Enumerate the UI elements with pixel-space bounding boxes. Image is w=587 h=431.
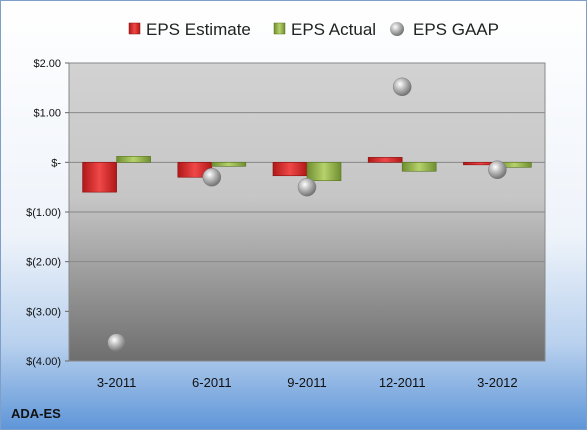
legend-swatch-eps-estimate (128, 22, 141, 35)
markers (107, 77, 507, 352)
x-tick-label: 6-2011 (192, 375, 232, 390)
eps-gaap-marker (297, 177, 317, 197)
x-tick-label: 12-2011 (379, 375, 426, 390)
eps-actual-bar (116, 156, 151, 163)
eps-actual-bar (401, 162, 437, 172)
y-tick-label: $2.00 (33, 58, 61, 70)
y-tick-label: $(3.00) (26, 306, 61, 318)
legend-item-eps-estimate: EPS Estimate (128, 20, 251, 39)
y-tick-label: $(4.00) (26, 356, 61, 368)
bars (82, 156, 532, 193)
legend: EPS Estimate EPS Actual EPS GAAP (128, 20, 499, 39)
eps-actual-bar (211, 162, 247, 167)
legend-item-eps-actual: EPS Actual (273, 20, 376, 39)
eps-estimate-bar (367, 157, 403, 163)
legend-swatch-eps-actual (273, 22, 286, 35)
y-tick-label: $(1.00) (26, 207, 61, 219)
legend-item-eps-gaap: EPS GAAP (390, 20, 499, 39)
legend-label-eps-actual: EPS Actual (291, 20, 376, 39)
legend-label-eps-gaap: EPS GAAP (413, 20, 499, 39)
x-tick-label: 9-2011 (287, 375, 327, 390)
eps-gaap-marker (488, 160, 507, 180)
y-tick-label: $- (51, 157, 61, 169)
eps-estimate-bar (272, 162, 308, 177)
y-axis-ticks: $2.00 $1.00 $- $(1.00) $(2.00) $(3.00) $(4.00) (26, 58, 61, 368)
y-tick-label: $(2.00) (26, 257, 61, 269)
x-axis-ticks: 3-2011 6-2011 9-2011 12-2011 3-2012 (97, 375, 518, 390)
x-tick-label: 3-2012 (477, 375, 517, 390)
x-tick-label: 3-2011 (97, 375, 137, 390)
eps-gaap-marker (202, 167, 222, 187)
eps-gaap-marker (392, 77, 412, 97)
eps-actual-bar (306, 162, 342, 182)
legend-swatch-eps-gaap (390, 22, 404, 36)
y-tick-label: $1.00 (33, 108, 61, 120)
ticker-label: ADA-ES (11, 406, 61, 421)
eps-estimate-bar (82, 162, 117, 193)
legend-label-eps-estimate: EPS Estimate (146, 20, 251, 39)
eps-gaap-marker (107, 333, 126, 352)
